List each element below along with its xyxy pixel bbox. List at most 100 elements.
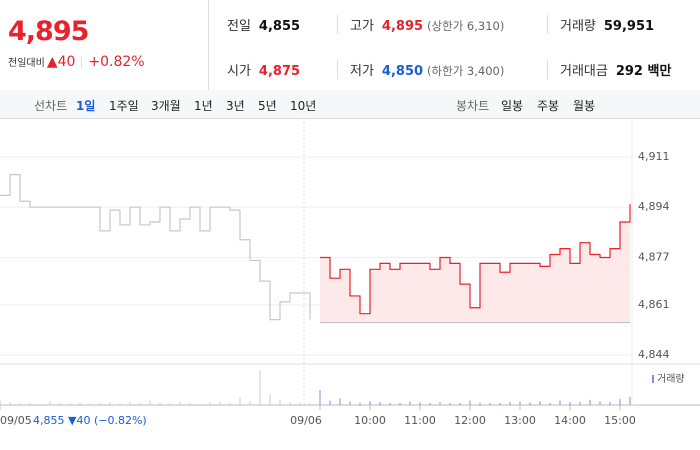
summary-value: 292 백만 bbox=[615, 64, 672, 79]
volume-bar bbox=[229, 402, 231, 405]
volume-bar bbox=[169, 403, 171, 405]
volume-bar bbox=[599, 401, 601, 405]
volume-bar bbox=[419, 402, 421, 405]
volume-bar bbox=[49, 401, 51, 405]
change-label: 전일대비 bbox=[8, 58, 45, 69]
volume-bar bbox=[159, 402, 161, 405]
summary-note: (하한가 3,400) bbox=[427, 64, 505, 78]
tab-bar: 선차트 1일 1주일 3개월 1년 3년 5년 10년 봉차트 일봉 주봉 월봉 bbox=[0, 90, 700, 119]
volume-bar bbox=[589, 399, 591, 405]
volume-bar bbox=[139, 402, 141, 405]
tab[interactable]: 월봉 bbox=[573, 99, 596, 113]
volume-bar bbox=[509, 402, 511, 405]
volume-bar bbox=[459, 402, 461, 405]
summary-label: 거래대금 bbox=[560, 64, 608, 79]
volume-bar bbox=[119, 403, 121, 405]
volume-bar bbox=[179, 402, 181, 405]
y-tick-label: 4,844 bbox=[638, 348, 670, 361]
volume-bar bbox=[39, 403, 41, 405]
tab[interactable]: 5년 bbox=[258, 99, 277, 113]
summary-cell: 거래대금 292 백만 bbox=[547, 60, 671, 79]
change-amount: ▲40 bbox=[46, 54, 76, 70]
header: 4,895 전일대비 ▲40 +0.82% 전일 4,855 고가 4,895 (상한가 6… bbox=[0, 0, 700, 91]
volume-bar bbox=[9, 402, 11, 405]
tab[interactable]: 1일 bbox=[76, 99, 96, 113]
volume-bar bbox=[29, 402, 31, 405]
volume-bar bbox=[549, 402, 551, 405]
summary-label: 시가 bbox=[227, 64, 251, 79]
tab[interactable]: 주봉 bbox=[537, 99, 560, 113]
volume-bar bbox=[19, 403, 21, 405]
summary-label: 고가 bbox=[350, 19, 374, 34]
volume-bar bbox=[129, 401, 131, 405]
price: 4,895 bbox=[8, 16, 89, 47]
x-tick-label: 13:00 bbox=[504, 414, 536, 427]
volume-bar bbox=[379, 402, 381, 405]
x-tick-label: 11:00 bbox=[404, 414, 436, 427]
volume-bar bbox=[479, 402, 481, 405]
footer-change: 4,855 ▼40 (−0.82%) bbox=[33, 414, 147, 427]
volume-bar bbox=[209, 402, 211, 405]
x-tick-label: 09/05 bbox=[0, 414, 32, 427]
summary-note: (상한가 6,310) bbox=[427, 19, 505, 33]
summary-label: 전일 bbox=[227, 19, 251, 34]
chart: 4,911 4,894 4,877 4,861 4,844 09/05 09/06 10:00… bbox=[0, 118, 700, 427]
volume-bar bbox=[259, 369, 261, 405]
summary-value: 4,850 bbox=[381, 64, 424, 79]
summary-row: 시가 4,875 저가 4,850 (하한가 3,400) 거래대금 292 백만 bbox=[209, 45, 700, 90]
volume-bar bbox=[79, 402, 81, 405]
summary-cell: 고가 4,895 (상한가 6,310) bbox=[337, 15, 504, 34]
volume-bar bbox=[199, 403, 201, 405]
volume-bar bbox=[429, 402, 431, 405]
volume-bar bbox=[69, 403, 71, 405]
tab-group-label: 선차트 bbox=[34, 99, 68, 113]
volume-bar bbox=[539, 401, 541, 405]
volume-bar bbox=[399, 403, 401, 405]
summary-label: 거래량 bbox=[560, 19, 596, 34]
x-tick-label: 12:00 bbox=[454, 414, 486, 427]
summary-value: 4,875 bbox=[258, 64, 301, 79]
y-tick-label: 4,861 bbox=[638, 298, 670, 311]
volume-bar bbox=[409, 401, 411, 405]
tab[interactable]: 10년 bbox=[290, 99, 317, 113]
volume-bar bbox=[349, 401, 351, 405]
volume-bar bbox=[439, 402, 441, 405]
volume-bar bbox=[329, 400, 331, 405]
x-tick-label: 09/06 bbox=[290, 414, 322, 427]
summary-value: 59,951 bbox=[603, 19, 655, 34]
tab[interactable]: 3개월 bbox=[151, 99, 181, 113]
price-line bbox=[320, 204, 631, 315]
tab[interactable]: 1년 bbox=[194, 99, 213, 113]
tab[interactable]: 일봉 bbox=[501, 99, 524, 113]
summary-cell: 저가 4,850 (하한가 3,400) bbox=[337, 60, 504, 79]
volume-bar bbox=[109, 402, 111, 405]
x-tick-label: 10:00 bbox=[354, 414, 386, 427]
volume-bar bbox=[619, 399, 621, 405]
y-tick-label: 4,877 bbox=[638, 250, 670, 263]
area bbox=[320, 204, 630, 323]
change-rate: +0.82% bbox=[88, 54, 145, 70]
volume-bar bbox=[389, 402, 391, 405]
volume-bar bbox=[499, 402, 501, 405]
summary-cell: 전일 4,855 bbox=[227, 15, 300, 34]
volume-bar bbox=[449, 403, 451, 405]
tab[interactable]: 1주일 bbox=[109, 99, 139, 113]
volume-legend: 거래량 bbox=[657, 373, 685, 385]
volume-bar bbox=[359, 402, 361, 405]
x-tick-label: 15:00 bbox=[604, 414, 636, 427]
volume-bar bbox=[529, 402, 531, 405]
volume-bar bbox=[0, 400, 1, 405]
summary-value: 4,895 bbox=[381, 19, 424, 34]
volume-bar bbox=[339, 398, 341, 405]
volume-bar bbox=[149, 400, 151, 405]
volume-bar bbox=[469, 400, 471, 405]
volume-bar bbox=[59, 402, 61, 405]
volume-bar bbox=[239, 397, 241, 405]
volume-bar bbox=[559, 400, 561, 405]
tab[interactable]: 3년 bbox=[226, 99, 245, 113]
volume-bar bbox=[299, 402, 301, 405]
price-line bbox=[0, 174, 311, 321]
volume-bar bbox=[369, 401, 371, 405]
volume-bar bbox=[289, 402, 291, 405]
volume-bar bbox=[189, 402, 191, 405]
